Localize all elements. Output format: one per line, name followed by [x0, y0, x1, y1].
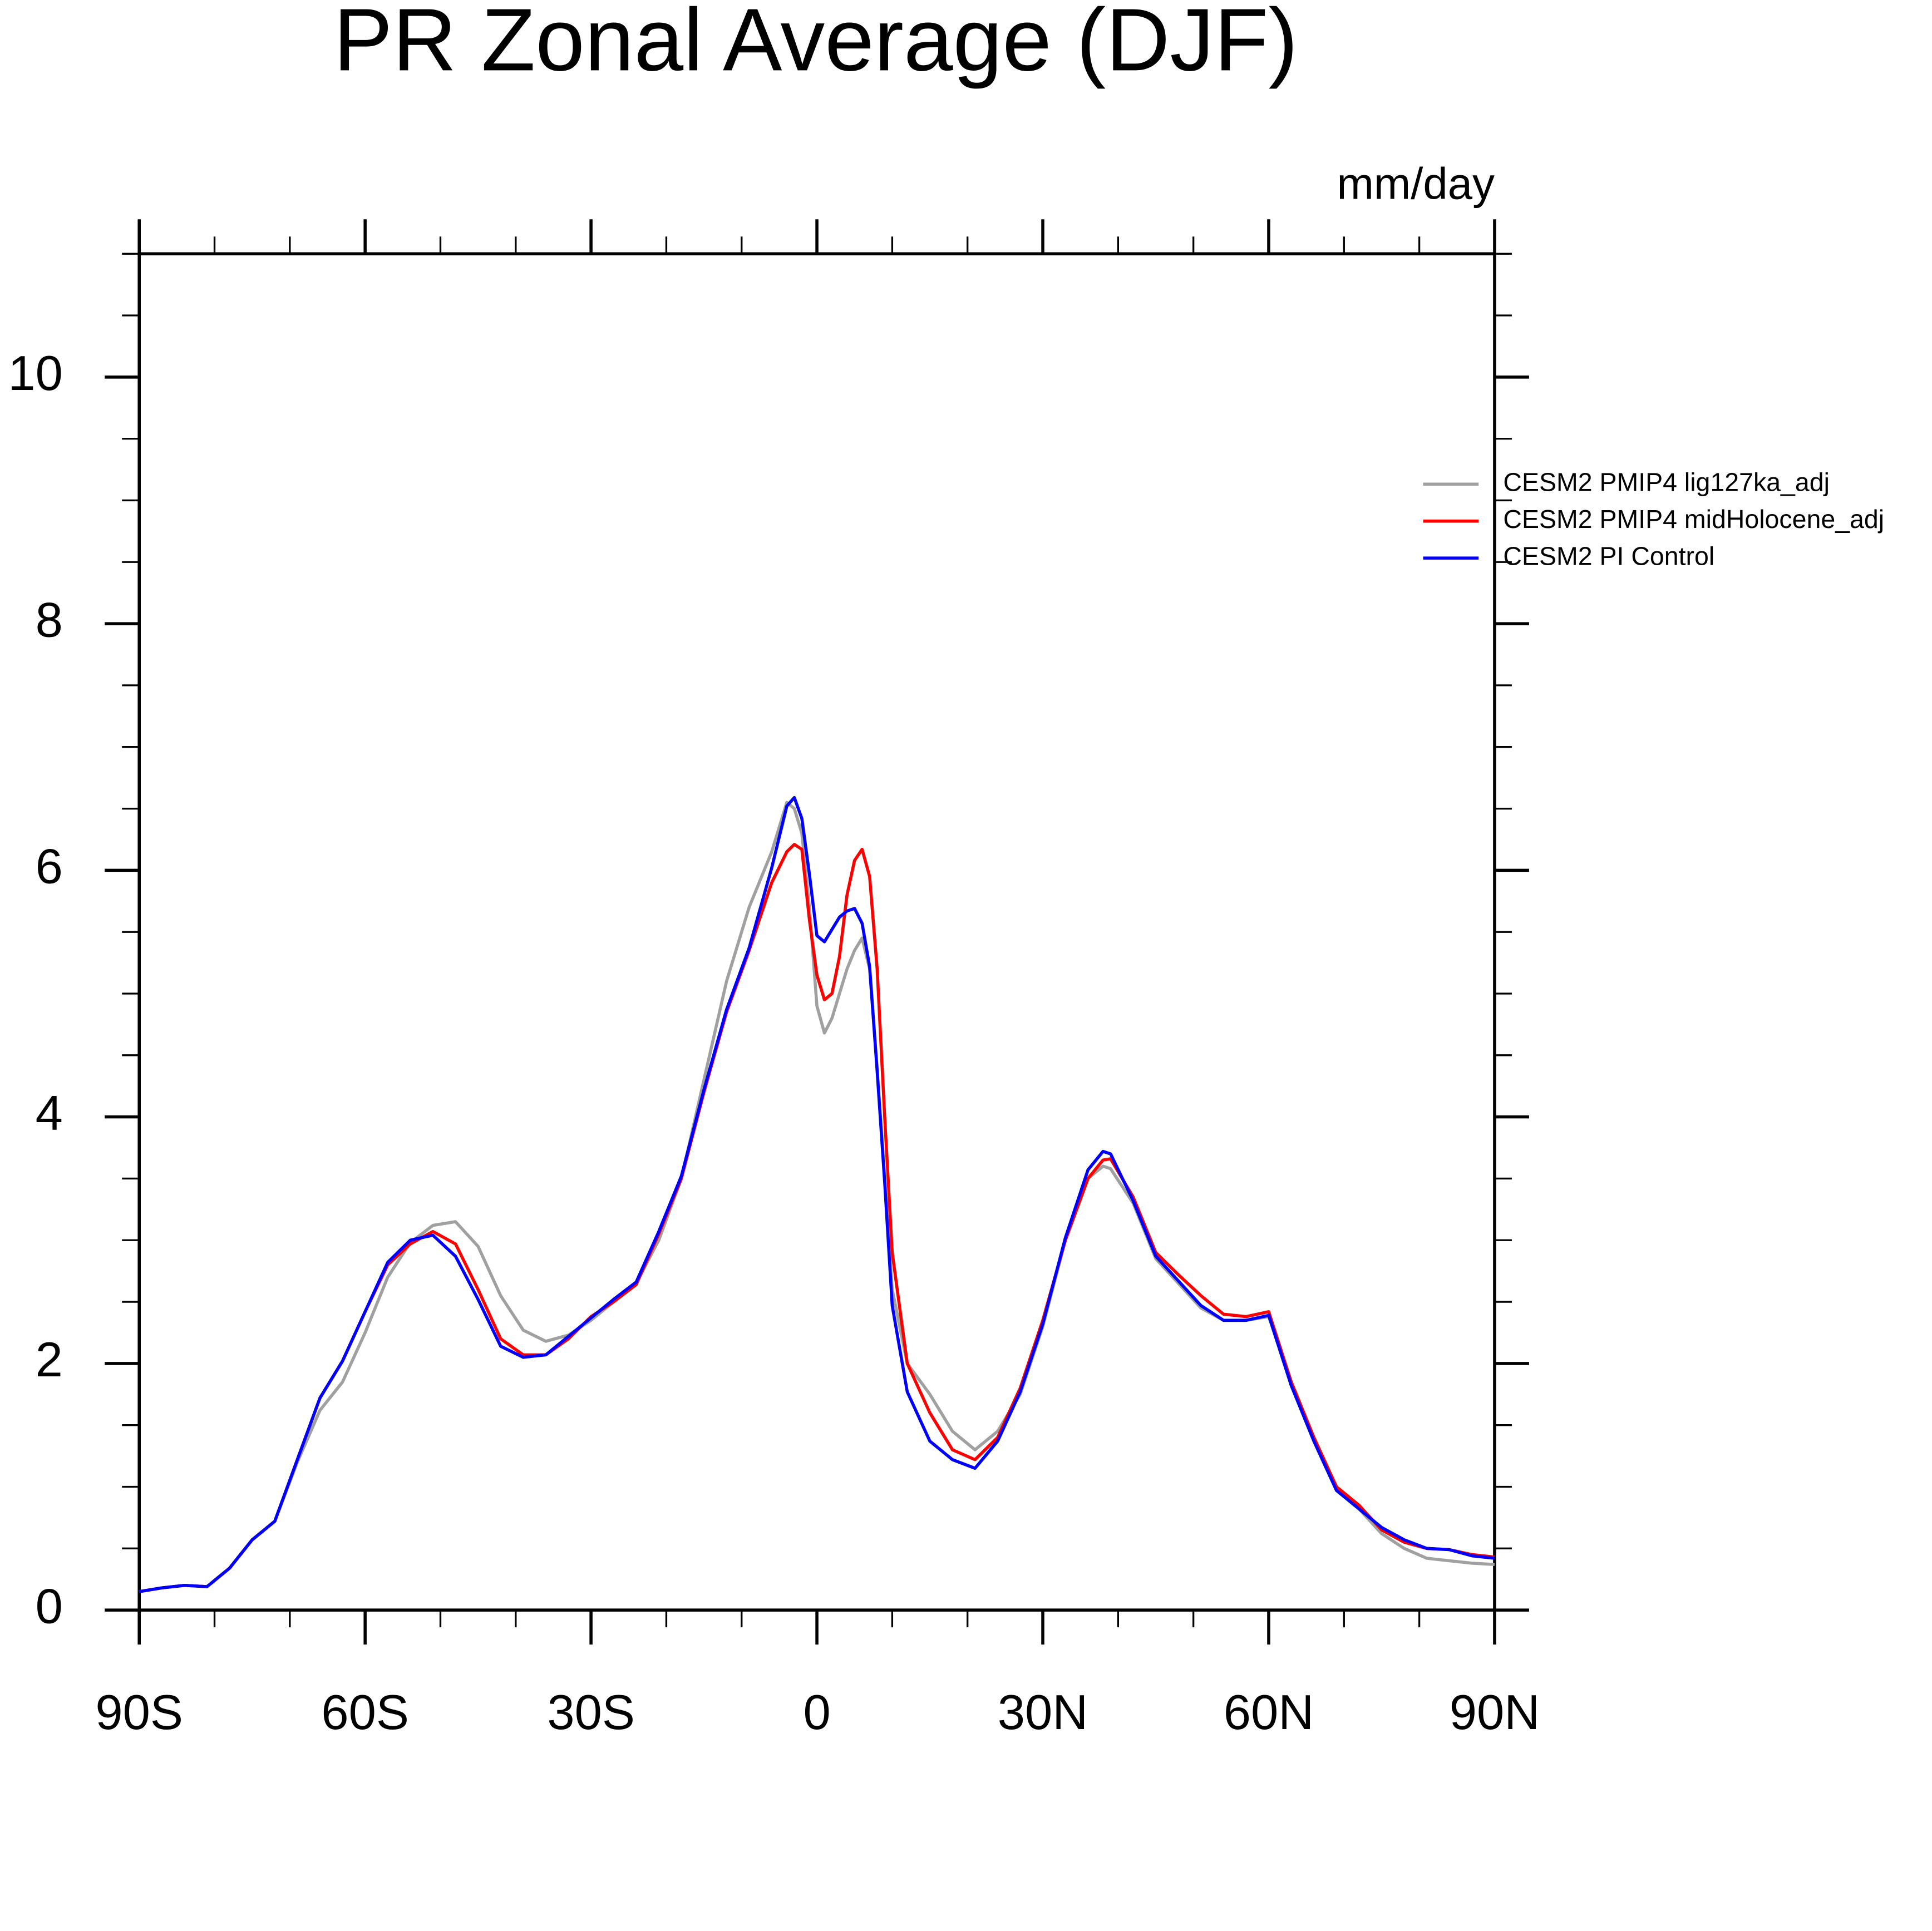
legend-label: CESM2 PMIP4 lig127ka_adj	[1503, 468, 1830, 497]
data-line	[139, 801, 1495, 1593]
data-line	[139, 843, 1495, 1593]
chart-title: PR Zonal Average (DJF)	[333, 0, 1298, 89]
x-tick-label: 30S	[547, 1685, 635, 1740]
x-tick-label: 60N	[1224, 1685, 1314, 1740]
x-tick-label: 90N	[1450, 1685, 1540, 1740]
y-tick-label: 10	[8, 345, 63, 401]
legend-label: CESM2 PMIP4 midHolocene_adj	[1503, 505, 1884, 534]
y-tick-label: 4	[36, 1085, 63, 1140]
data-line	[139, 796, 1495, 1593]
x-tick-label: 60S	[321, 1685, 409, 1740]
legend-label: CESM2 PI Control	[1503, 541, 1714, 570]
y-tick-label: 0	[36, 1579, 63, 1634]
y-tick-label: 2	[36, 1332, 63, 1387]
y-tick-label: 8	[36, 592, 63, 647]
units-label: mm/day	[1337, 159, 1495, 209]
x-tick-label: 90S	[95, 1685, 183, 1740]
x-tick-label: 30N	[998, 1685, 1088, 1740]
y-tick-label: 6	[36, 839, 63, 894]
x-tick-label: 0	[803, 1685, 830, 1740]
